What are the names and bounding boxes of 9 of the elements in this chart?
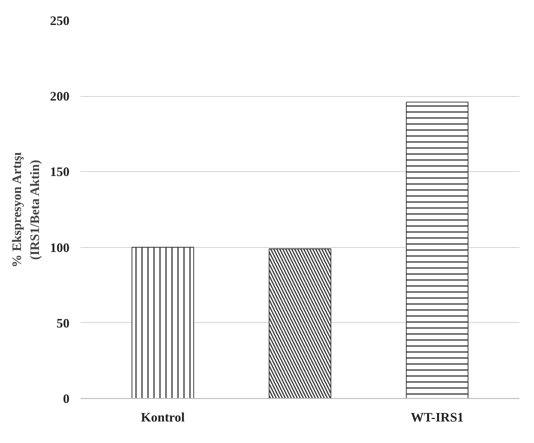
y-tick-label: 50 (56, 315, 70, 330)
y-tick-label: 200 (50, 88, 70, 104)
y-tick-label: 100 (50, 240, 70, 255)
y-axis-title: % Ekspresyon Artışı (IRS1/Beta Aktin) (9, 152, 42, 268)
x-tick-label: Kontrol (140, 410, 186, 424)
y-tick-label: 150 (50, 164, 70, 180)
x-tick-label: WT-IRS1 (410, 410, 464, 424)
y-tick-label: 0 (63, 391, 70, 406)
y-tick-label: 250 (50, 13, 70, 28)
